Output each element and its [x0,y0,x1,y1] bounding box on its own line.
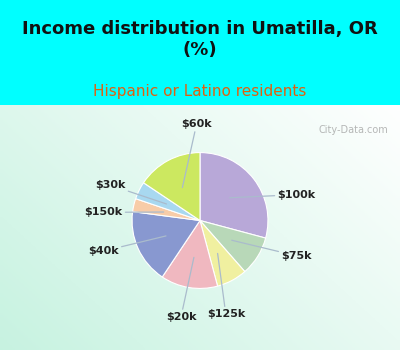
Text: City-Data.com: City-Data.com [318,125,388,135]
Text: $125k: $125k [207,253,245,319]
Text: $40k: $40k [88,236,166,256]
Text: Income distribution in Umatilla, OR
(%): Income distribution in Umatilla, OR (%) [22,20,378,59]
Wedge shape [200,220,266,272]
Wedge shape [200,153,268,238]
Wedge shape [200,220,245,286]
Text: $20k: $20k [166,257,196,322]
Text: $100k: $100k [230,190,316,200]
Wedge shape [136,183,200,220]
Text: $150k: $150k [84,207,164,217]
Text: $60k: $60k [181,119,212,188]
Wedge shape [162,220,218,288]
Text: $75k: $75k [232,240,312,261]
Text: Hispanic or Latino residents: Hispanic or Latino residents [93,84,307,99]
Wedge shape [144,153,200,220]
Wedge shape [133,199,200,220]
Text: $30k: $30k [95,180,166,204]
Wedge shape [132,212,200,277]
